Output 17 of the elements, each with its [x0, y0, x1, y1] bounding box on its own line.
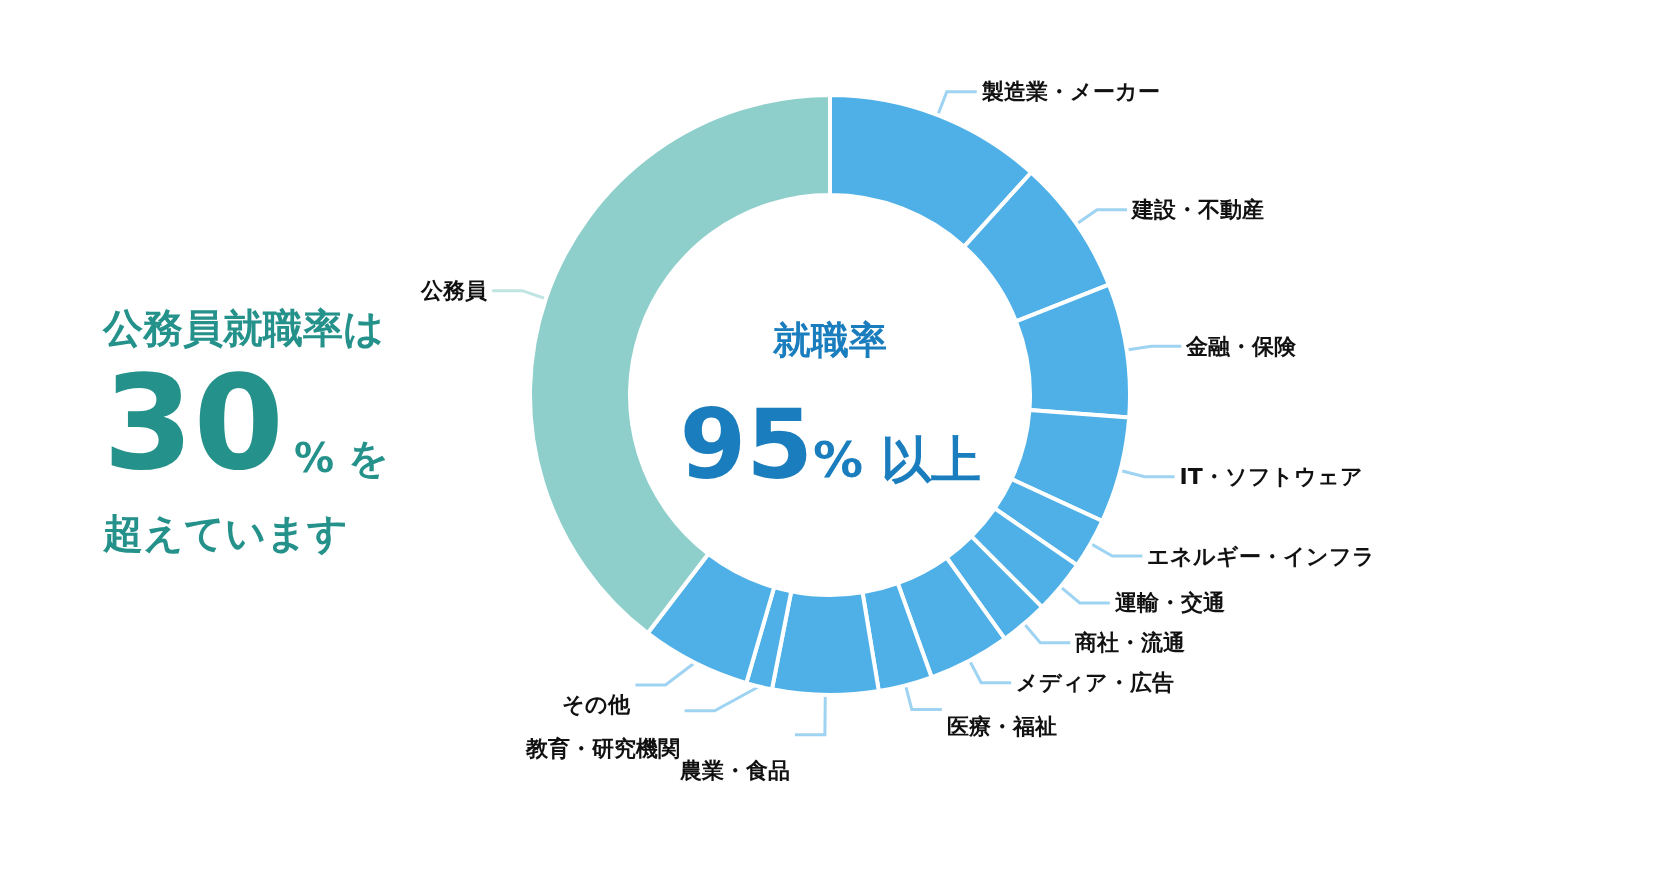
slice-label: 医療・福祉 — [946, 714, 1057, 740]
slice-label: メディア・広告 — [1016, 670, 1175, 696]
text: 95% 以上 — [679, 389, 981, 501]
text: 就職率 — [772, 318, 887, 362]
slice-label: 公務員 — [420, 278, 488, 304]
slice-label: エネルギー・インフラ — [1147, 543, 1376, 569]
slice-label: 農業・食品 — [678, 758, 790, 784]
text: 超えています — [102, 510, 348, 556]
slice-label: IT・ソフトウェア — [1179, 464, 1363, 490]
slice-label: 製造業・メーカー — [980, 79, 1160, 105]
slice-label: 教育・研究機関 — [524, 736, 680, 762]
slice-label: 金融・保険 — [1185, 333, 1298, 359]
slice-label: 運輸・交通 — [1114, 590, 1225, 616]
slice-label: 商社・流通 — [1074, 630, 1186, 656]
slice-label: その他 — [562, 692, 632, 718]
text: 公務員就職率は — [102, 305, 384, 351]
slice-label: 建設・不動産 — [1130, 197, 1265, 223]
